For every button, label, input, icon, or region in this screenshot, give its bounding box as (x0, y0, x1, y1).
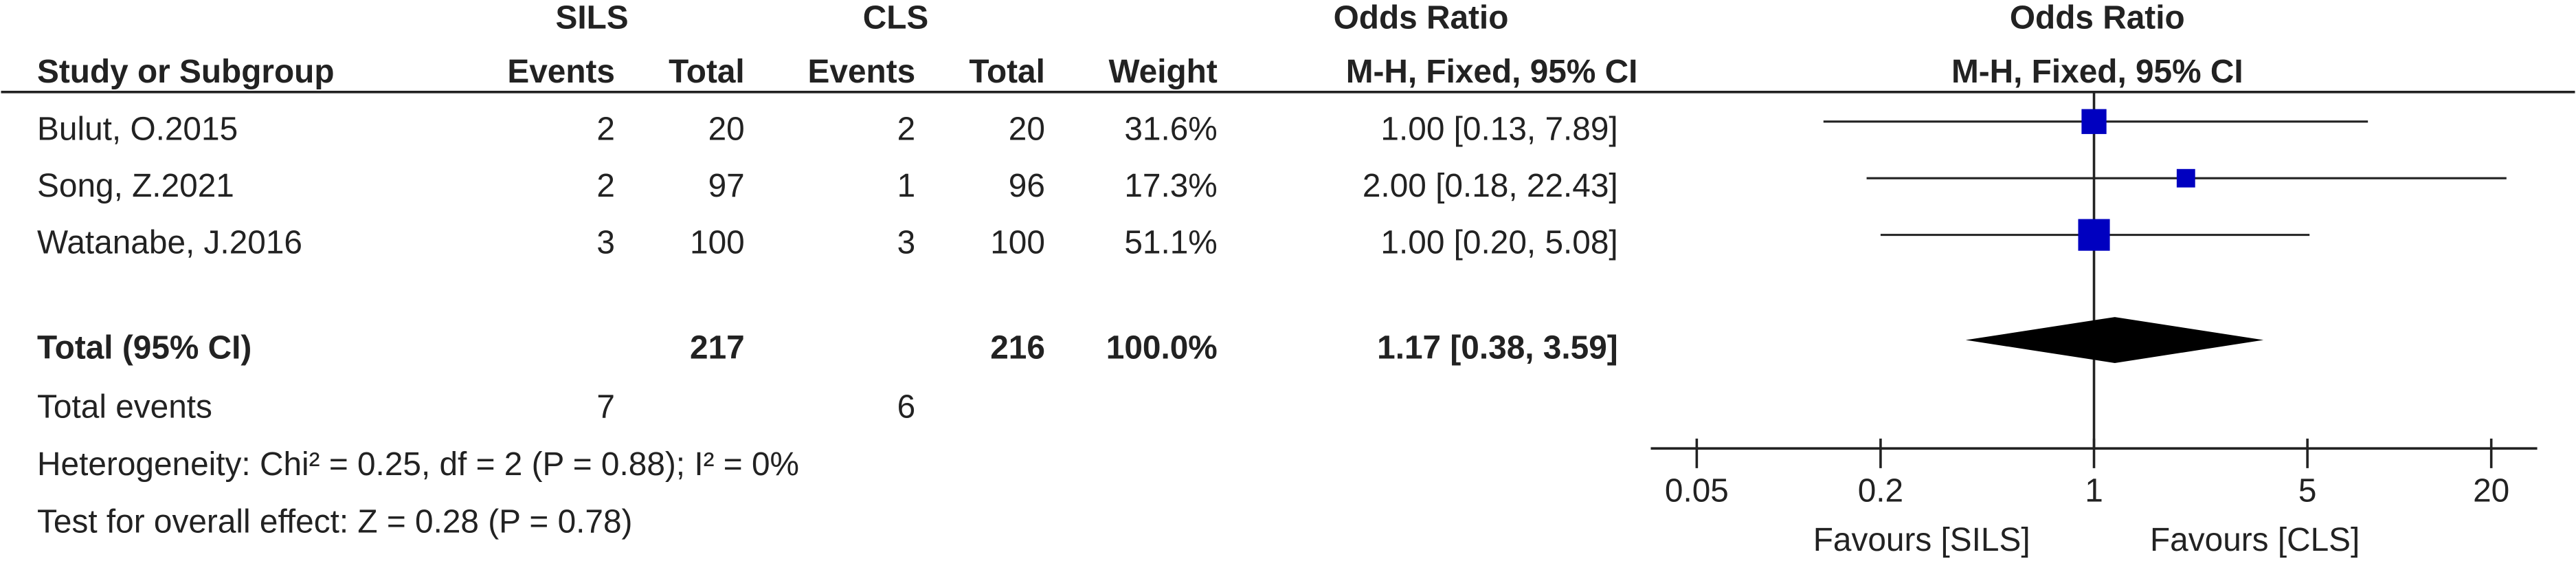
column-header: M-H, Fixed, 95% CI (1346, 54, 1638, 90)
column-header: Total (969, 54, 1045, 90)
heterogeneity: Heterogeneity: Chi² = 0.25, df = 2 (P = … (37, 446, 799, 483)
cell: 2 (596, 168, 615, 204)
group-header: CLS (863, 0, 929, 36)
total-name: Total (95% CI) (37, 329, 251, 366)
cell: 17.3% (1124, 168, 1217, 204)
study-name: Song, Z.2021 (37, 168, 234, 204)
events-cell: 6 (897, 388, 916, 425)
x-axis-label: Favours [SILS] (1813, 522, 2030, 558)
study-name: Watanabe, J.2016 (37, 225, 302, 261)
cell: 2 (596, 111, 615, 148)
cell: 100 (690, 225, 745, 261)
column-header: Events (507, 54, 615, 90)
cell: 100 (990, 225, 1045, 261)
total-cell: 216 (990, 329, 1045, 366)
x-tick-label: 1 (2085, 472, 2103, 509)
estimate-square (2176, 168, 2195, 188)
group-header: SILS (555, 0, 628, 36)
events-cell: 7 (596, 388, 615, 425)
cell: 1.00 [0.20, 5.08] (1380, 225, 1617, 261)
plot-header: Odds Ratio (2010, 0, 2185, 36)
events-name: Total events (37, 388, 212, 425)
x-tick-label: 20 (2473, 472, 2509, 509)
total-cell: 1.17 [0.38, 3.59] (1377, 329, 1618, 366)
column-header: Study or Subgroup (37, 54, 335, 90)
total-cell: 100.0% (1106, 329, 1218, 366)
pooled-diamond (1965, 317, 2264, 363)
column-header: Total (669, 54, 745, 90)
cell: 51.1% (1124, 225, 1217, 261)
x-axis-label: Favours [CLS] (2150, 522, 2360, 558)
overall-effect: Test for overall effect: Z = 0.28 (P = 0… (37, 504, 632, 540)
plot-header: M-H, Fixed, 95% CI (1951, 54, 2243, 90)
x-tick-label: 0.05 (1665, 472, 1729, 509)
cell: 2 (897, 111, 916, 148)
study-name: Bulut, O.2015 (37, 111, 238, 148)
estimate-square (2081, 109, 2107, 134)
cell: 3 (596, 225, 615, 261)
total-cell: 217 (690, 329, 745, 366)
column-header: Events (808, 54, 916, 90)
column-header: Odds Ratio (1334, 0, 1509, 36)
cell: 20 (708, 111, 745, 148)
cell: 20 (1009, 111, 1045, 148)
x-tick-label: 5 (2298, 472, 2317, 509)
cell: 31.6% (1124, 111, 1217, 148)
cell: 96 (1009, 168, 1045, 204)
cell: 3 (897, 225, 916, 261)
cell: 2.00 [0.18, 22.43] (1363, 168, 1618, 204)
cell: 97 (708, 168, 745, 204)
estimate-square (2078, 219, 2110, 251)
cell: 1 (897, 168, 916, 204)
column-header: Weight (1108, 54, 1217, 90)
cell: 1.00 [0.13, 7.89] (1380, 111, 1617, 148)
x-tick-label: 0.2 (1858, 472, 1903, 509)
